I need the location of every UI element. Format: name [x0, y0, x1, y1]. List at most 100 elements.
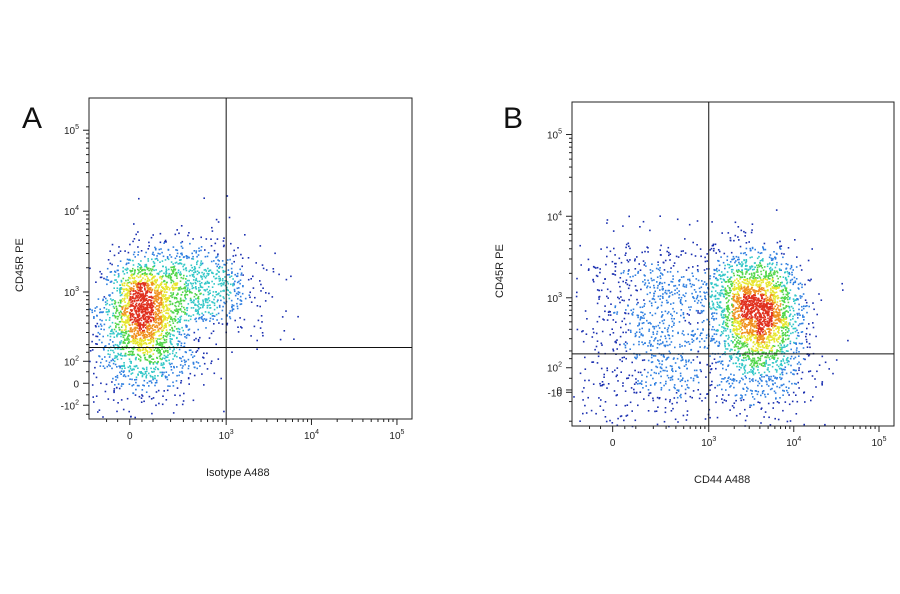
data-point	[211, 272, 213, 274]
data-point	[186, 257, 188, 260]
data-point	[179, 308, 182, 310]
data-point	[170, 281, 172, 284]
data-point	[120, 341, 122, 344]
data-point	[197, 347, 200, 350]
data-point	[110, 349, 112, 352]
data-point	[115, 325, 117, 327]
data-point	[709, 384, 711, 387]
data-point	[599, 405, 602, 407]
data-point	[727, 232, 730, 234]
data-point	[665, 340, 668, 343]
data-point	[250, 301, 253, 303]
data-point	[141, 375, 144, 378]
data-point	[134, 379, 136, 381]
data-point	[661, 274, 664, 276]
data-point	[792, 298, 795, 300]
data-point	[130, 298, 133, 300]
data-point	[173, 266, 175, 268]
data-point	[123, 299, 125, 302]
data-point	[692, 241, 694, 244]
data-point	[726, 259, 728, 261]
data-point	[114, 355, 116, 357]
data-point	[783, 300, 785, 302]
data-point	[710, 308, 713, 310]
data-point	[168, 315, 170, 318]
data-point	[745, 261, 747, 263]
data-point	[132, 348, 135, 351]
data-point	[652, 297, 654, 300]
data-point	[669, 400, 671, 403]
data-point	[786, 291, 789, 294]
data-point	[779, 367, 782, 370]
data-point	[664, 310, 667, 313]
data-point	[91, 384, 94, 386]
data-point	[653, 371, 656, 374]
data-point	[786, 270, 789, 273]
data-point	[588, 379, 590, 382]
data-point	[661, 360, 664, 362]
data-point	[742, 399, 745, 401]
data-point	[124, 313, 127, 315]
data-point	[153, 269, 155, 272]
data-point	[645, 381, 647, 383]
data-point	[172, 263, 174, 265]
data-point	[176, 252, 179, 255]
data-point	[117, 315, 120, 318]
data-point	[659, 275, 661, 277]
data-point	[794, 302, 796, 305]
data-point	[213, 298, 215, 301]
data-point	[730, 268, 733, 271]
data-point	[716, 270, 718, 273]
data-point	[159, 275, 162, 278]
data-point	[794, 369, 797, 372]
data-point	[761, 267, 764, 269]
data-point	[119, 284, 122, 286]
data-point	[601, 381, 604, 383]
data-point	[758, 371, 760, 374]
data-point	[145, 308, 148, 310]
data-point	[763, 266, 766, 268]
data-point	[137, 272, 139, 275]
data-point	[142, 323, 145, 325]
data-point	[144, 307, 147, 309]
data-point	[598, 295, 601, 298]
data-point	[665, 344, 667, 347]
data-point	[715, 361, 717, 364]
data-point	[94, 366, 96, 369]
data-point	[642, 220, 645, 223]
data-point	[146, 326, 149, 329]
data-point	[99, 333, 101, 335]
data-point	[687, 278, 689, 281]
data-point	[125, 305, 127, 308]
data-point	[171, 311, 174, 313]
data-point	[606, 246, 608, 249]
data-point	[673, 262, 676, 264]
data-point	[820, 299, 823, 301]
data-point	[713, 312, 716, 314]
data-point	[261, 264, 264, 266]
data-point	[111, 381, 113, 383]
data-point	[759, 401, 761, 404]
data-point	[641, 311, 644, 314]
data-point	[644, 282, 647, 284]
data-point	[198, 271, 201, 274]
data-point	[215, 343, 217, 346]
data-point	[217, 271, 220, 273]
data-point	[684, 380, 687, 383]
data-point	[664, 398, 667, 401]
data-point	[654, 338, 656, 340]
data-point	[668, 254, 670, 257]
data-point	[771, 351, 773, 353]
data-point	[99, 311, 101, 314]
data-point	[704, 260, 707, 263]
data-point	[625, 331, 627, 334]
data-point	[729, 265, 732, 268]
data-point	[792, 323, 795, 326]
data-point	[656, 287, 659, 289]
data-point	[724, 351, 726, 353]
data-point	[120, 373, 122, 375]
data-point	[131, 274, 133, 276]
data-point	[167, 298, 169, 300]
data-point	[115, 305, 118, 308]
data-point	[783, 301, 786, 304]
